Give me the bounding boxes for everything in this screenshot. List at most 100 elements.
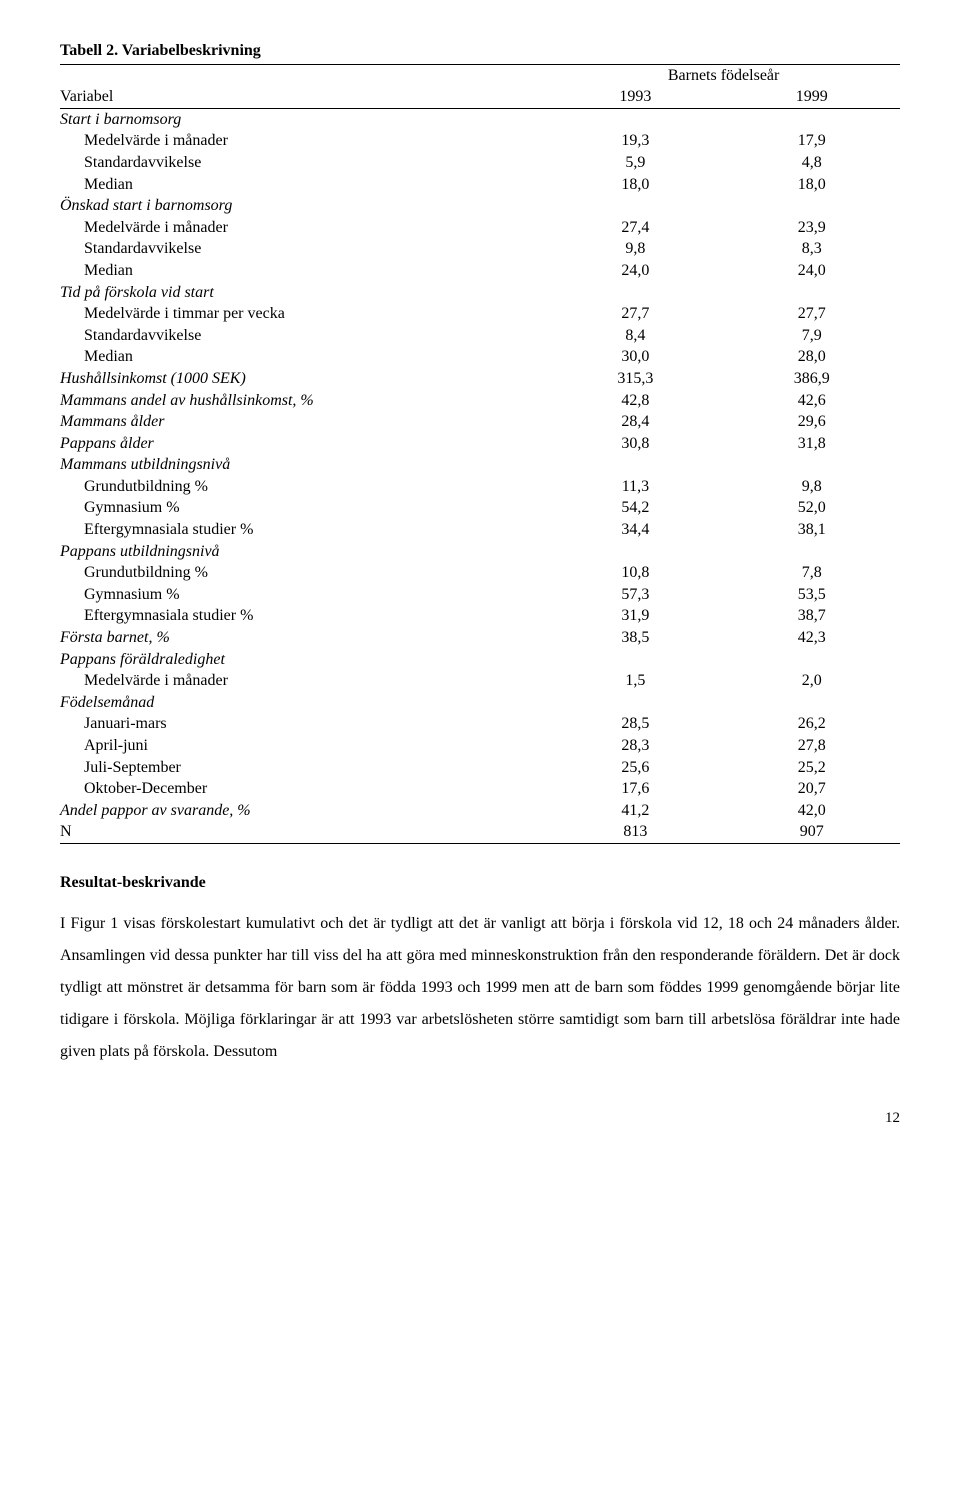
row-value-1993: 8,4 — [547, 325, 723, 347]
row-value-1993: 54,2 — [547, 497, 723, 519]
row-label: N — [60, 821, 547, 843]
row-label: Standardavvikelse — [60, 152, 547, 174]
row-value-1993: 41,2 — [547, 800, 723, 822]
row-value-1999: 25,2 — [724, 757, 900, 779]
row-value-1999: 18,0 — [724, 174, 900, 196]
row-value-1993: 42,8 — [547, 390, 723, 412]
row-label: Median — [60, 260, 547, 282]
row-value-1999: 24,0 — [724, 260, 900, 282]
row-value-1993 — [547, 692, 723, 714]
col-header-1993: 1993 — [547, 86, 723, 108]
row-value-1993: 19,3 — [547, 130, 723, 152]
table-title: Tabell 2. Variabelbeskrivning — [60, 40, 900, 62]
row-label: Grundutbildning % — [60, 476, 547, 498]
row-label: Januari-mars — [60, 713, 547, 735]
row-value-1999 — [724, 282, 900, 304]
row-value-1999: 9,8 — [724, 476, 900, 498]
row-value-1993 — [547, 454, 723, 476]
row-label: Första barnet, % — [60, 627, 547, 649]
row-label: Medelvärde i månader — [60, 670, 547, 692]
row-value-1999: 23,9 — [724, 217, 900, 239]
row-label: Start i barnomsorg — [60, 108, 547, 130]
row-value-1999: 386,9 — [724, 368, 900, 390]
row-value-1999: 2,0 — [724, 670, 900, 692]
row-label: Tid på förskola vid start — [60, 282, 547, 304]
row-label: Medelvärde i månader — [60, 217, 547, 239]
row-label: Medelvärde i timmar per vecka — [60, 303, 547, 325]
row-label: Pappans utbildningsnivå — [60, 541, 547, 563]
row-value-1993: 27,7 — [547, 303, 723, 325]
row-value-1993: 27,4 — [547, 217, 723, 239]
row-value-1993: 30,8 — [547, 433, 723, 455]
row-value-1993: 1,5 — [547, 670, 723, 692]
row-value-1993: 30,0 — [547, 346, 723, 368]
row-value-1999 — [724, 649, 900, 671]
row-label: Mammans andel av hushållsinkomst, % — [60, 390, 547, 412]
row-value-1993: 38,5 — [547, 627, 723, 649]
row-value-1993: 28,4 — [547, 411, 723, 433]
row-label: Standardavvikelse — [60, 325, 547, 347]
row-value-1999 — [724, 195, 900, 217]
row-value-1999: 38,1 — [724, 519, 900, 541]
row-value-1999: 27,7 — [724, 303, 900, 325]
row-value-1999: 52,0 — [724, 497, 900, 519]
row-label: Eftergymnasiala studier % — [60, 519, 547, 541]
row-value-1993: 813 — [547, 821, 723, 843]
row-value-1993: 18,0 — [547, 174, 723, 196]
row-label: Önskad start i barnomsorg — [60, 195, 547, 217]
results-heading: Resultat-beskrivande — [60, 872, 900, 894]
super-header: Barnets födelseår — [547, 64, 900, 86]
row-value-1999: 31,8 — [724, 433, 900, 455]
row-value-1999: 26,2 — [724, 713, 900, 735]
row-value-1993: 315,3 — [547, 368, 723, 390]
row-value-1999: 8,3 — [724, 238, 900, 260]
row-label: Gymnasium % — [60, 584, 547, 606]
row-value-1999: 28,0 — [724, 346, 900, 368]
row-value-1999: 7,8 — [724, 562, 900, 584]
row-value-1999 — [724, 108, 900, 130]
row-value-1999 — [724, 692, 900, 714]
row-value-1993 — [547, 108, 723, 130]
row-value-1999: 20,7 — [724, 778, 900, 800]
row-label: Standardavvikelse — [60, 238, 547, 260]
row-label: Pappans föräldraledighet — [60, 649, 547, 671]
row-label: Medelvärde i månader — [60, 130, 547, 152]
row-value-1993: 28,5 — [547, 713, 723, 735]
row-value-1993: 57,3 — [547, 584, 723, 606]
col-header-1999: 1999 — [724, 86, 900, 108]
row-value-1993 — [547, 282, 723, 304]
row-label: Pappans ålder — [60, 433, 547, 455]
row-value-1993: 24,0 — [547, 260, 723, 282]
variable-table: Barnets födelseår Variabel 1993 1999 Sta… — [60, 64, 900, 844]
row-value-1999: 42,0 — [724, 800, 900, 822]
row-label: Födelsemånad — [60, 692, 547, 714]
row-value-1993: 25,6 — [547, 757, 723, 779]
row-value-1999: 27,8 — [724, 735, 900, 757]
row-value-1999: 7,9 — [724, 325, 900, 347]
row-label: Mammans utbildningsnivå — [60, 454, 547, 476]
row-value-1999: 42,6 — [724, 390, 900, 412]
row-label: Andel pappor av svarande, % — [60, 800, 547, 822]
row-value-1999: 4,8 — [724, 152, 900, 174]
row-value-1999: 53,5 — [724, 584, 900, 606]
row-label: April-juni — [60, 735, 547, 757]
row-value-1993: 34,4 — [547, 519, 723, 541]
row-value-1993 — [547, 649, 723, 671]
page-number: 12 — [60, 1108, 900, 1128]
row-value-1999: 17,9 — [724, 130, 900, 152]
row-value-1993 — [547, 195, 723, 217]
row-value-1999 — [724, 454, 900, 476]
row-label: Median — [60, 174, 547, 196]
row-value-1993: 11,3 — [547, 476, 723, 498]
col-header-variable: Variabel — [60, 86, 547, 108]
row-value-1999 — [724, 541, 900, 563]
row-label: Eftergymnasiala studier % — [60, 605, 547, 627]
row-label: Juli-September — [60, 757, 547, 779]
row-value-1993: 17,6 — [547, 778, 723, 800]
row-value-1993: 31,9 — [547, 605, 723, 627]
row-value-1999: 907 — [724, 821, 900, 843]
row-value-1993: 10,8 — [547, 562, 723, 584]
row-label: Grundutbildning % — [60, 562, 547, 584]
row-label: Gymnasium % — [60, 497, 547, 519]
row-value-1993 — [547, 541, 723, 563]
